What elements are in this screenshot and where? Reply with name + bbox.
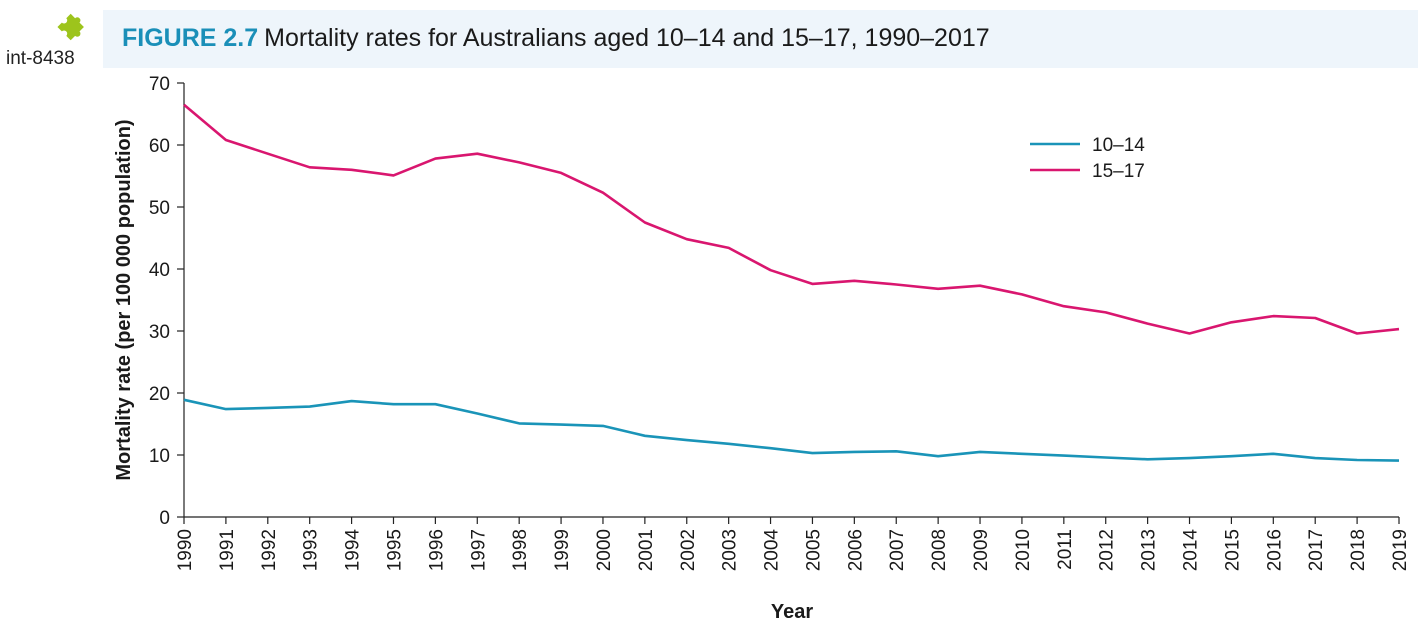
- x-tick-label: 2003: [720, 529, 741, 571]
- x-tick-label: 2000: [594, 529, 615, 571]
- legend: 10–14 15–17: [1030, 135, 1145, 182]
- x-tick-label: 1993: [301, 529, 322, 571]
- interactivity-code[interactable]: int-8438: [6, 48, 75, 69]
- x-tick-label: 2008: [929, 529, 950, 571]
- y-tick-label: 60: [149, 136, 170, 157]
- x-tick-label: 2019: [1390, 529, 1411, 571]
- x-tick-label: 2006: [845, 529, 866, 571]
- x-tick-label: 1992: [259, 529, 280, 571]
- x-tick-label: 2015: [1222, 529, 1243, 571]
- x-axis: 1990 1991 1992 1993 1994 1995 1996 1997 1998 1999…: [175, 516, 1411, 572]
- x-tick-label: 1990: [175, 529, 196, 571]
- x-tick-label: 2014: [1181, 529, 1202, 572]
- y-tick-label: 50: [149, 198, 170, 219]
- x-tick-label: 2017: [1306, 529, 1327, 571]
- x-tick-label: 2009: [971, 529, 992, 571]
- x-tick-label: 1994: [343, 529, 364, 572]
- x-tick-label: 1999: [552, 529, 573, 571]
- y-tick-label: 10: [149, 446, 170, 467]
- x-tick-label: 2013: [1139, 529, 1160, 571]
- y-tick-label: 0: [159, 508, 170, 529]
- series-line-10–14: [183, 398, 1400, 462]
- puzzle-piece-icon[interactable]: [56, 8, 92, 44]
- figure-label: FIGURE 2.7: [122, 24, 259, 52]
- x-tick-label: 2016: [1264, 529, 1285, 571]
- y-tick-label: 30: [149, 322, 170, 343]
- series-layer: [183, 103, 1400, 462]
- legend-label: 10–14: [1092, 135, 1145, 156]
- x-tick-label: 2001: [636, 529, 657, 571]
- x-tick-label: 1998: [510, 529, 531, 571]
- x-tick-label: 2004: [762, 529, 783, 572]
- x-tick-label: 2005: [803, 529, 824, 571]
- x-tick-label: 2012: [1097, 529, 1118, 571]
- x-tick-label: 1995: [384, 529, 405, 571]
- figure-title: Mortality rates for Australians aged 10–…: [264, 24, 990, 52]
- x-tick-label: 1997: [468, 529, 489, 571]
- y-axis: 0 10 20 30 40 50 60 70: [149, 74, 185, 529]
- x-axis-label: Year: [771, 601, 813, 623]
- x-tick-label: 2018: [1348, 529, 1369, 571]
- x-tick-label: 2002: [678, 529, 699, 571]
- legend-label: 15–17: [1092, 161, 1145, 182]
- figure-header: [103, 10, 1418, 68]
- y-axis-label: Mortality rate (per 100 000 population): [113, 119, 135, 480]
- x-tick-label: 2011: [1055, 529, 1076, 570]
- figure-title-line: FIGURE 2.7 Mortality rates for Australian…: [122, 24, 990, 53]
- y-tick-label: 40: [149, 260, 170, 281]
- x-tick-label: 1991: [217, 529, 238, 571]
- y-tick-label: 70: [149, 74, 170, 95]
- x-tick-label: 1996: [426, 529, 447, 571]
- series-line-15–17: [183, 103, 1400, 335]
- x-tick-label: 2007: [887, 529, 908, 571]
- x-tick-label: 2010: [1013, 529, 1034, 571]
- y-tick-label: 20: [149, 384, 170, 405]
